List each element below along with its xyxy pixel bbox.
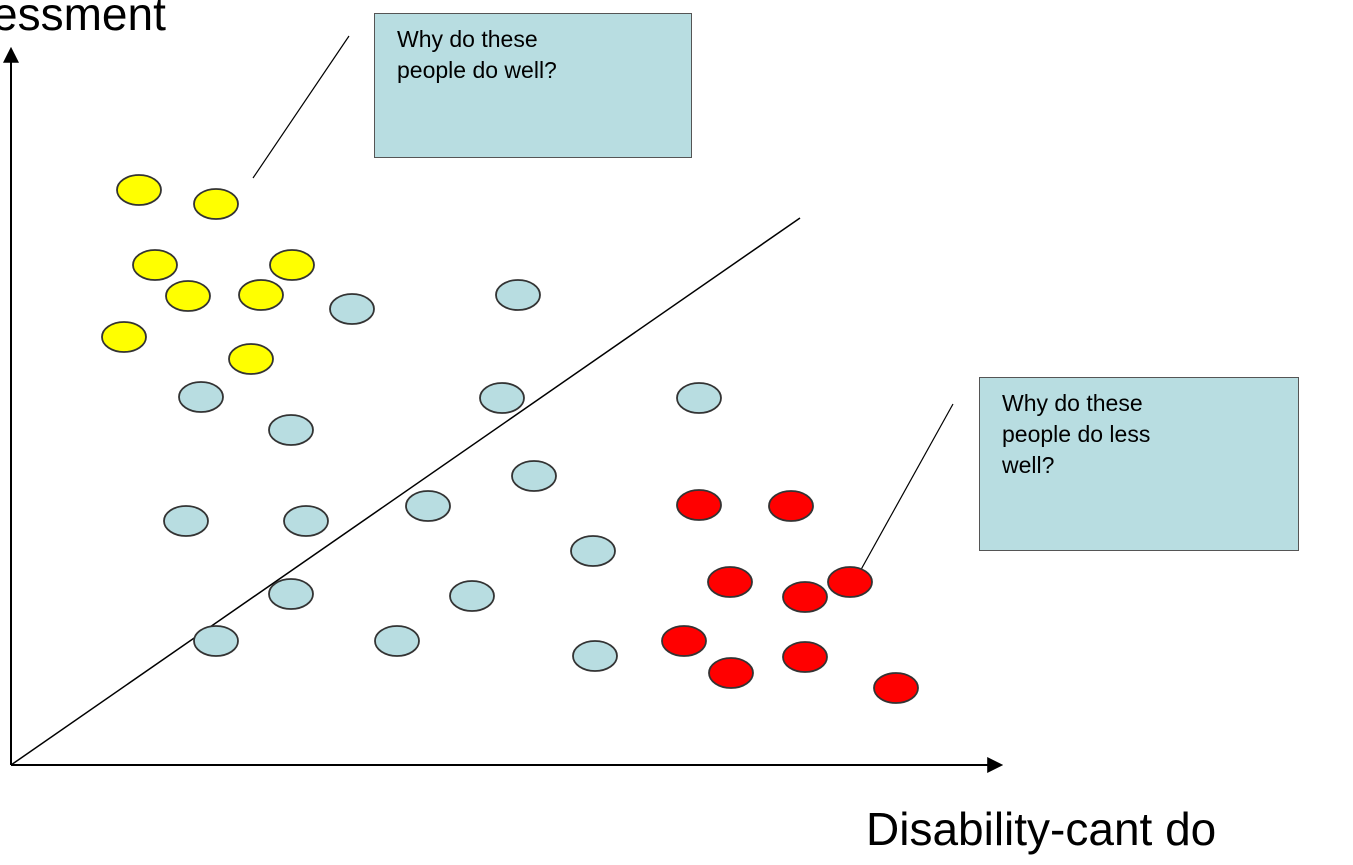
yellow-dot bbox=[269, 249, 315, 281]
blue-dots bbox=[163, 279, 722, 672]
callout-right-pointer bbox=[857, 403, 954, 576]
red-dot bbox=[782, 581, 828, 613]
blue-dot bbox=[268, 578, 314, 610]
yellow-dot bbox=[132, 249, 178, 281]
red-dot bbox=[707, 566, 753, 598]
diagonal-divider-line bbox=[10, 217, 801, 766]
yellow-dot bbox=[101, 321, 147, 353]
callout-top-pointer bbox=[252, 35, 350, 179]
blue-dot bbox=[405, 490, 451, 522]
blue-dot bbox=[329, 293, 375, 325]
yellow-dots bbox=[101, 174, 315, 375]
yellow-dot bbox=[116, 174, 162, 206]
blue-dot bbox=[449, 580, 495, 612]
y-axis-label: essment bbox=[0, 0, 166, 40]
callout-doing-less-well: Why do these people do less well? bbox=[979, 377, 1299, 551]
blue-dot bbox=[676, 382, 722, 414]
red-dot bbox=[827, 566, 873, 598]
x-axis-label: Disability-cant do bbox=[866, 803, 1217, 855]
blue-dot bbox=[178, 381, 224, 413]
callout-doing-well: Why do these people do well? bbox=[374, 13, 692, 158]
blue-dot bbox=[374, 625, 420, 657]
yellow-dot bbox=[238, 279, 284, 311]
red-dots bbox=[661, 489, 919, 704]
blue-dot bbox=[479, 382, 525, 414]
blue-dot bbox=[511, 460, 557, 492]
blue-dot bbox=[495, 279, 541, 311]
yellow-dot bbox=[165, 280, 211, 312]
blue-dot bbox=[163, 505, 209, 537]
blue-dot bbox=[193, 625, 239, 657]
blue-dot bbox=[570, 535, 616, 567]
red-dot bbox=[768, 490, 814, 522]
red-dot bbox=[708, 657, 754, 689]
blue-dot bbox=[572, 640, 618, 672]
yellow-dot bbox=[228, 343, 274, 375]
red-dot bbox=[782, 641, 828, 673]
red-dot bbox=[676, 489, 722, 521]
yellow-dot bbox=[193, 188, 239, 220]
red-dot bbox=[661, 625, 707, 657]
blue-dot bbox=[283, 505, 329, 537]
red-dot bbox=[873, 672, 919, 704]
blue-dot bbox=[268, 414, 314, 446]
